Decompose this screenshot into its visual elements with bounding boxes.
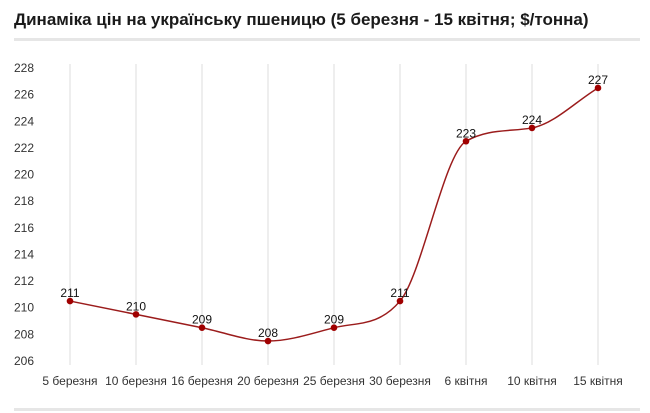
- data-label: 209: [324, 313, 344, 327]
- y-tick-label: 220: [14, 168, 34, 182]
- chart-title: Динаміка цін на українську пшеницю (5 бе…: [14, 10, 589, 29]
- data-label: 227: [588, 73, 608, 87]
- data-point: [264, 337, 272, 345]
- y-tick-label: 216: [14, 221, 34, 235]
- y-tick-label: 214: [14, 247, 34, 261]
- y-tick-label: 218: [14, 194, 34, 208]
- y-tick-label: 210: [14, 301, 34, 315]
- bottom-divider: [14, 408, 640, 411]
- price-line: [69, 87, 599, 342]
- y-tick-label: 224: [14, 114, 34, 128]
- x-tick-label: 10 березня: [105, 374, 167, 388]
- data-point: [462, 137, 470, 145]
- y-tick-label: 208: [14, 327, 34, 341]
- data-point: [594, 84, 602, 92]
- x-tick-label: 6 квітня: [445, 374, 488, 388]
- y-tick-label: 212: [14, 274, 34, 288]
- x-tick-label: 15 квітня: [573, 374, 623, 388]
- data-label: 211: [60, 286, 79, 300]
- data-point: [330, 324, 338, 332]
- x-tick-label: 5 березня: [42, 374, 97, 388]
- y-tick-label: 222: [14, 141, 34, 155]
- data-label: 223: [456, 126, 476, 140]
- x-tick-label: 20 березня: [237, 374, 299, 388]
- y-tick-label: 226: [14, 88, 34, 102]
- data-label: 224: [522, 113, 542, 127]
- x-tick-label: 30 березня: [369, 374, 431, 388]
- title-divider: [14, 38, 640, 41]
- data-point: [66, 297, 74, 305]
- x-tick-label: 25 березня: [303, 374, 365, 388]
- x-tick-label: 10 квітня: [507, 374, 557, 388]
- data-point: [132, 311, 140, 318]
- data-label: 209: [192, 313, 212, 327]
- data-point: [198, 324, 206, 332]
- y-tick-label: 228: [14, 61, 34, 75]
- data-point: [396, 297, 404, 305]
- data-label: 210: [126, 299, 146, 313]
- data-label: 208: [258, 326, 278, 340]
- x-tick-label: 16 березня: [171, 374, 233, 388]
- y-tick-label: 206: [14, 354, 34, 368]
- data-point: [528, 124, 536, 132]
- data-label: 211: [390, 286, 409, 300]
